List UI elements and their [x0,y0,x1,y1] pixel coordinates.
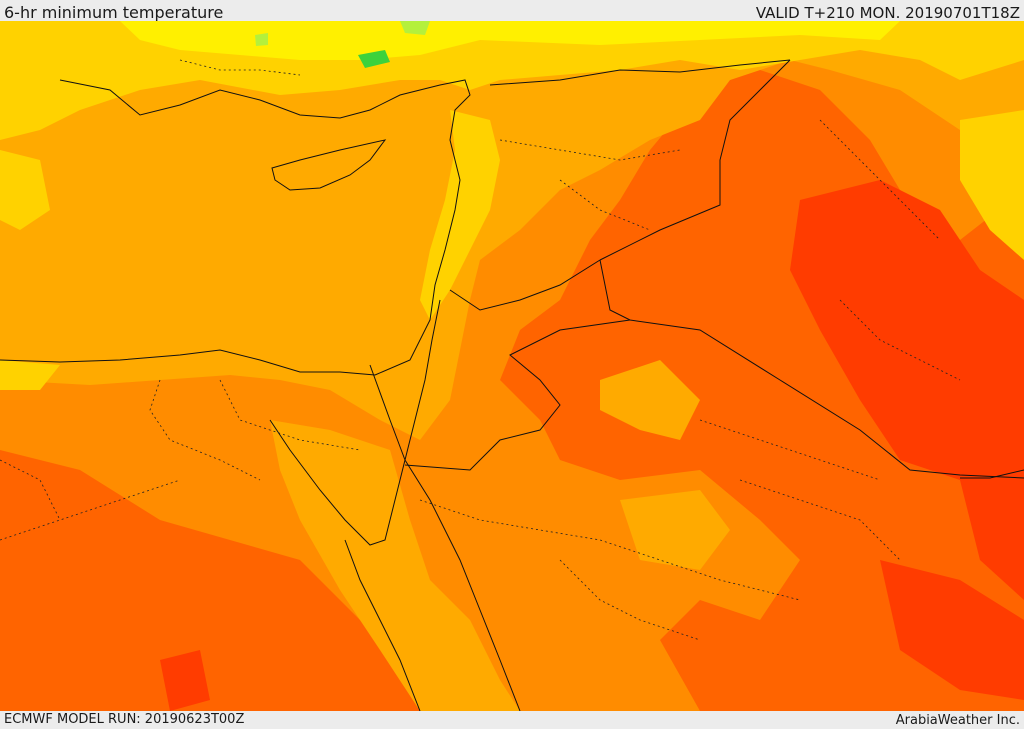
field-gold-sinai [270,420,520,711]
field-red-orange-2 [880,560,1024,700]
coastlines [0,79,1024,711]
field-yellow-west [0,150,50,230]
model-run: ECMWF MODEL RUN: 20190623T00Z [4,712,245,727]
field-green-1 [400,21,430,35]
field-green-2 [358,50,390,68]
temperature-map[interactable] [0,21,1024,711]
field-yellow-light [120,21,900,60]
political-borders [369,59,1024,479]
field-red-orange-3 [160,650,210,711]
field-red-orange [790,180,1024,600]
valid-time: VALID T+210 MON. 20190701T18Z [755,4,1020,22]
credit-text: ArabiaWeather Inc. [895,713,1020,728]
field-green-3 [255,33,268,46]
header-bar: 6-hr minimum temperature VALID T+210 MON… [0,0,1024,22]
map-title: 6-hr minimum temperature [4,3,224,22]
field-gold-arabia [600,360,700,440]
province-borders [0,59,961,641]
field-gold [0,21,1024,440]
field-yellow-iran [960,110,1024,260]
footer-bar: ECMWF MODEL RUN: 20190623T00Z ArabiaWeat… [0,711,1024,729]
field-gold-arabia-2 [620,490,730,570]
field-yellow-egypt [0,360,60,390]
